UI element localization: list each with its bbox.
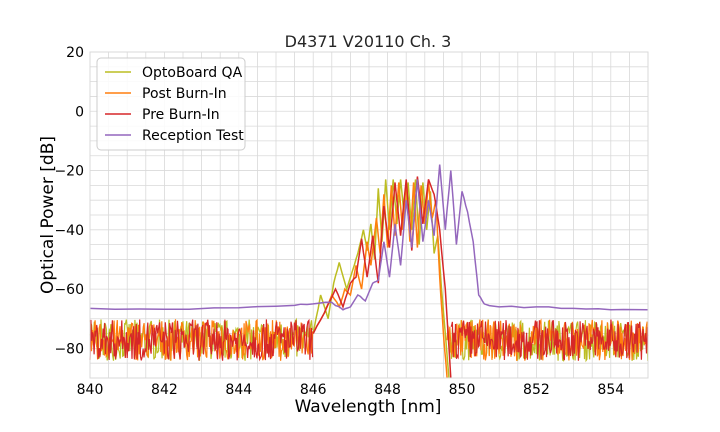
legend-label: Reception Test (142, 128, 244, 144)
legend-item: OptoBoard QA (105, 65, 243, 81)
legend-label: OptoBoard QA (142, 65, 243, 81)
noise-floor-right (450, 319, 648, 361)
y-tick-label: −40 (54, 223, 84, 239)
legend-label: Pre Burn-In (142, 107, 220, 123)
legend-item: Post Burn-In (105, 86, 227, 102)
y-tick-label: 0 (75, 104, 84, 120)
x-tick-label: 854 (597, 382, 624, 398)
y-tick-label: −80 (54, 341, 84, 357)
x-tick-label: 846 (300, 382, 327, 398)
series-line (89, 164, 649, 311)
x-tick-label: 844 (225, 382, 252, 398)
plot-frame (89, 51, 649, 379)
plot-border (89, 51, 649, 379)
x-tick-label: 840 (77, 382, 104, 398)
x-axis-label: Wavelength [nm] (295, 397, 442, 417)
x-tick-label: 852 (523, 382, 550, 398)
y-tick-label: −20 (54, 164, 84, 180)
series-line (312, 176, 452, 379)
legend-item: Reception Test (105, 128, 244, 144)
series-reception-test (89, 164, 649, 311)
series-layer (89, 164, 649, 379)
x-tick-label: 848 (374, 382, 401, 398)
series-pre-burn-in (89, 176, 648, 379)
legend-item: Pre Burn-In (105, 107, 220, 123)
y-axis-label: Optical Power [dB] (38, 136, 58, 294)
y-tick-label: 20 (66, 45, 84, 61)
x-tick-label: 842 (151, 382, 178, 398)
legend-box (96, 57, 246, 151)
x-tick-label: 850 (449, 382, 476, 398)
legend: OptoBoard QA Post Burn-In Pre Burn-In Recep… (96, 57, 246, 151)
legend-label: Post Burn-In (142, 86, 227, 102)
tick-labels: 840 842 844 846 848 850 852 854 20 0 −20 −40 −60 −80 (54, 45, 624, 398)
chart-title: D4371 V20110 Ch. 3 (285, 32, 452, 51)
y-tick-label: −60 (54, 282, 84, 298)
noise-floor-left (89, 318, 314, 362)
